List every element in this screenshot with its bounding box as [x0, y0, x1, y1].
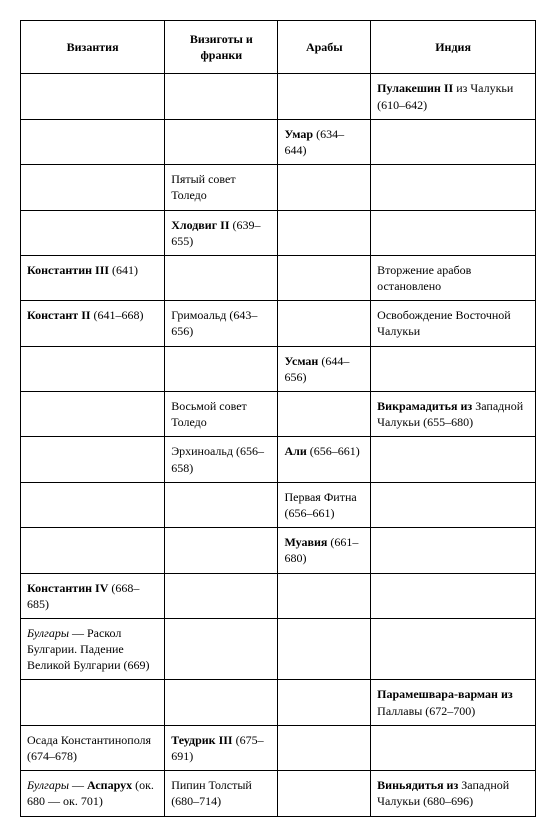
cell-byzantium: Булгары — Раскол Булгарии. Падение Велик…: [21, 618, 165, 680]
cell-arabs: [278, 725, 371, 770]
column-header-byzantium: Византия: [21, 21, 165, 74]
table-row: Булгары — Раскол Булгарии. Падение Велик…: [21, 618, 536, 680]
cell-arabs: [278, 680, 371, 725]
table-row: Константин III (641) Вторжение арабов ос…: [21, 255, 536, 300]
cell-visigoths: Восьмой совет Толедо: [165, 392, 278, 437]
table-row: Константин IV (668–685): [21, 573, 536, 618]
cell-india: Пулакешин II из Чалукьи (610–642): [371, 74, 536, 119]
cell-byzantium: [21, 165, 165, 210]
history-table: ВизантияВизиготы и франкиАрабыИндия Пула…: [20, 20, 536, 817]
table-row: Хлодвиг II (639–655): [21, 210, 536, 255]
cell-arabs: Муавия (661–680): [278, 528, 371, 573]
cell-visigoths: Теудрик III (675–691): [165, 725, 278, 770]
cell-visigoths: [165, 482, 278, 527]
cell-byzantium: [21, 346, 165, 391]
cell-arabs: [278, 771, 371, 816]
cell-india: Виньядитья из Западной Чалукьи (680–696): [371, 771, 536, 816]
table-row: Муавия (661–680): [21, 528, 536, 573]
cell-visigoths: [165, 680, 278, 725]
cell-india: Освобождение Восточной Чалукьи: [371, 301, 536, 346]
table-row: Умар (634–644): [21, 119, 536, 164]
cell-india: [371, 482, 536, 527]
cell-visigoths: Эрхиноальд (656–658): [165, 437, 278, 482]
cell-byzantium: Констант II (641–668): [21, 301, 165, 346]
cell-arabs: Усман (644–656): [278, 346, 371, 391]
cell-india: [371, 165, 536, 210]
table-row: Парамешвара-варман из Паллавы (672–700): [21, 680, 536, 725]
cell-byzantium: Булгары — Аспарух (ок. 680 — ок. 701): [21, 771, 165, 816]
cell-byzantium: Константин IV (668–685): [21, 573, 165, 618]
cell-byzantium: [21, 119, 165, 164]
cell-arabs: Умар (634–644): [278, 119, 371, 164]
cell-india: Вторжение арабов остановлено: [371, 255, 536, 300]
table-row: Первая Фитна (656–661): [21, 482, 536, 527]
cell-arabs: [278, 210, 371, 255]
cell-byzantium: [21, 528, 165, 573]
table-row: Восьмой совет Толедо Викрамадитья из Зап…: [21, 392, 536, 437]
cell-arabs: Первая Фитна (656–661): [278, 482, 371, 527]
column-header-india: Индия: [371, 21, 536, 74]
cell-visigoths: [165, 528, 278, 573]
table-row: Осада Константинополя (674–678)Теудрик I…: [21, 725, 536, 770]
cell-arabs: [278, 74, 371, 119]
cell-visigoths: [165, 618, 278, 680]
table-row: Пятый совет Толедо: [21, 165, 536, 210]
cell-visigoths: Пятый совет Толедо: [165, 165, 278, 210]
cell-arabs: [278, 573, 371, 618]
cell-india: Викрамадитья из Западной Чалукьи (655–68…: [371, 392, 536, 437]
cell-byzantium: [21, 74, 165, 119]
cell-byzantium: [21, 482, 165, 527]
table-header: ВизантияВизиготы и франкиАрабыИндия: [21, 21, 536, 74]
cell-india: [371, 210, 536, 255]
cell-byzantium: [21, 210, 165, 255]
cell-india: [371, 528, 536, 573]
cell-visigoths: [165, 255, 278, 300]
cell-byzantium: [21, 437, 165, 482]
cell-arabs: [278, 618, 371, 680]
cell-byzantium: [21, 392, 165, 437]
cell-visigoths: Гримоальд (643–656): [165, 301, 278, 346]
cell-byzantium: Осада Константинополя (674–678): [21, 725, 165, 770]
cell-visigoths: [165, 346, 278, 391]
cell-visigoths: Пипин Толстый (680–714): [165, 771, 278, 816]
table-row: Эрхиноальд (656–658)Али (656–661): [21, 437, 536, 482]
cell-visigoths: [165, 74, 278, 119]
cell-india: [371, 725, 536, 770]
cell-india: [371, 346, 536, 391]
cell-visigoths: [165, 119, 278, 164]
cell-arabs: [278, 255, 371, 300]
table-body: Пулакешин II из Чалукьи (610–642) Умар (…: [21, 74, 536, 816]
cell-byzantium: Константин III (641): [21, 255, 165, 300]
cell-arabs: [278, 392, 371, 437]
cell-india: [371, 437, 536, 482]
cell-byzantium: [21, 680, 165, 725]
cell-visigoths: [165, 573, 278, 618]
table-row: Пулакешин II из Чалукьи (610–642): [21, 74, 536, 119]
table-row: Булгары — Аспарух (ок. 680 — ок. 701)Пип…: [21, 771, 536, 816]
cell-arabs: Али (656–661): [278, 437, 371, 482]
cell-visigoths: Хлодвиг II (639–655): [165, 210, 278, 255]
cell-india: [371, 119, 536, 164]
cell-arabs: [278, 301, 371, 346]
table-row: Констант II (641–668)Гримоальд (643–656)…: [21, 301, 536, 346]
cell-arabs: [278, 165, 371, 210]
column-header-arabs: Арабы: [278, 21, 371, 74]
table-row: Усман (644–656): [21, 346, 536, 391]
cell-india: Парамешвара-варман из Паллавы (672–700): [371, 680, 536, 725]
header-row: ВизантияВизиготы и франкиАрабыИндия: [21, 21, 536, 74]
cell-india: [371, 573, 536, 618]
cell-india: [371, 618, 536, 680]
column-header-visigoths: Визиготы и франки: [165, 21, 278, 74]
